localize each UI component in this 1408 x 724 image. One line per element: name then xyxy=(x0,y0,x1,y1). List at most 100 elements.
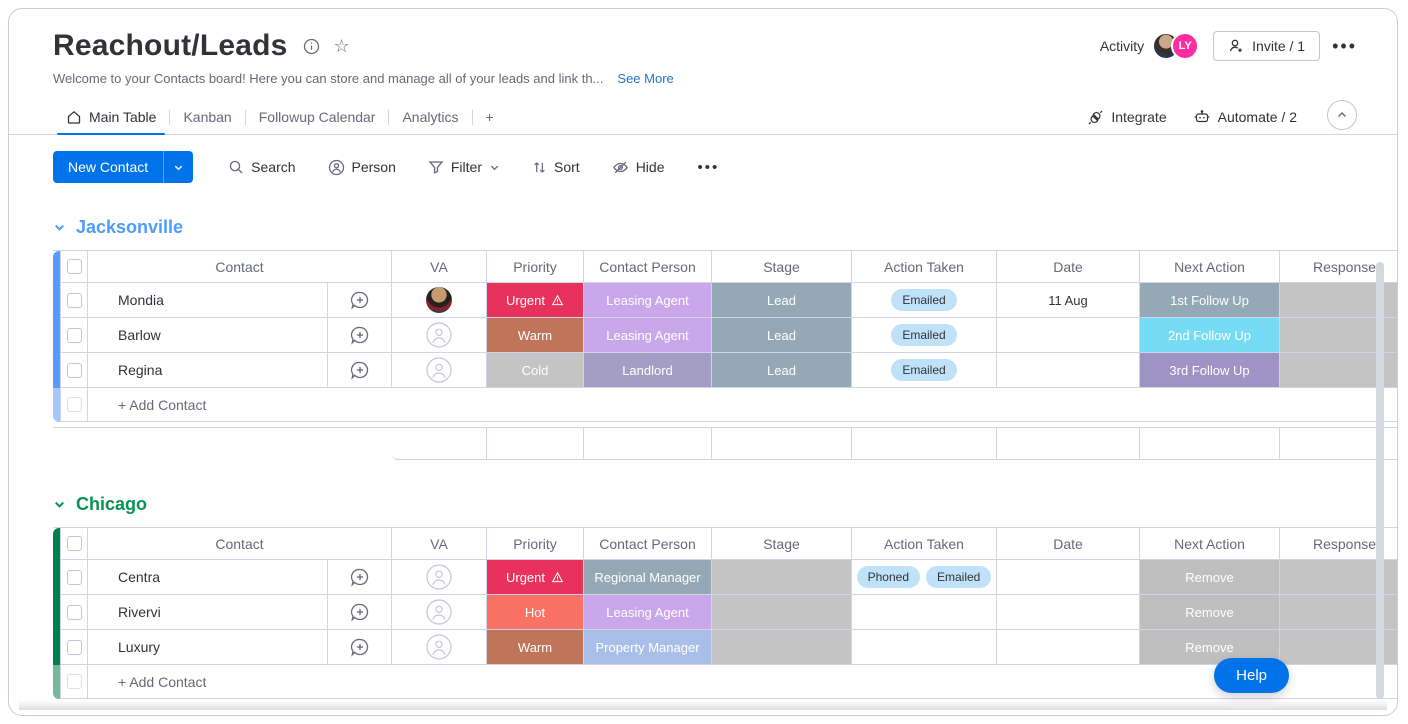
activity-avatars[interactable]: LY xyxy=(1152,32,1200,60)
va-cell[interactable] xyxy=(392,318,487,353)
row-checkbox-cell[interactable] xyxy=(60,283,88,318)
priority-cell[interactable]: Urgent xyxy=(487,560,584,595)
header-checkbox-cell[interactable] xyxy=(60,250,88,283)
info-icon[interactable] xyxy=(298,32,326,60)
date-cell[interactable] xyxy=(997,353,1140,388)
column-header-stage[interactable]: Stage xyxy=(712,527,852,560)
new-contact-button[interactable]: New Contact xyxy=(53,151,164,183)
va-cell[interactable] xyxy=(392,595,487,630)
select-all-checkbox[interactable] xyxy=(66,259,82,274)
next-action-cell[interactable]: 2nd Follow Up xyxy=(1140,318,1280,353)
column-header-contact-person[interactable]: Contact Person xyxy=(584,527,712,560)
next-action-cell[interactable]: 1st Follow Up xyxy=(1140,283,1280,318)
add-update-cell[interactable] xyxy=(328,630,392,665)
contact-person-cell[interactable]: Landlord xyxy=(584,353,712,388)
person-filter-button[interactable]: Person xyxy=(317,152,407,183)
tab-main-table[interactable]: Main Table xyxy=(53,100,169,135)
invite-button[interactable]: Invite / 1 xyxy=(1213,31,1321,61)
action-taken-cell[interactable]: Emailed xyxy=(852,353,997,388)
date-cell[interactable] xyxy=(997,595,1140,630)
column-header-date[interactable]: Date xyxy=(997,250,1140,283)
date-cell[interactable]: 11 Aug xyxy=(997,283,1140,318)
sort-button[interactable]: Sort xyxy=(521,152,591,182)
stage-cell[interactable]: Lead xyxy=(712,318,852,353)
add-update-cell[interactable] xyxy=(328,283,392,318)
priority-cell[interactable]: Warm xyxy=(487,318,584,353)
contact-name-cell[interactable]: Regina xyxy=(88,353,328,388)
avatar[interactable]: LY xyxy=(1171,32,1200,60)
action-taken-cell[interactable] xyxy=(852,630,997,665)
row-checkbox[interactable] xyxy=(66,604,82,620)
column-header-priority[interactable]: Priority xyxy=(487,527,584,560)
action-taken-cell[interactable]: Emailed xyxy=(852,318,997,353)
add-update-cell[interactable] xyxy=(328,318,392,353)
row-checkbox[interactable] xyxy=(66,569,82,585)
activity-label[interactable]: Activity xyxy=(1099,38,1145,54)
tab-kanban[interactable]: Kanban xyxy=(183,109,232,125)
row-checkbox-cell[interactable] xyxy=(60,630,88,665)
header-checkbox-cell[interactable] xyxy=(60,527,88,560)
add-view-button[interactable]: + xyxy=(485,109,494,125)
new-contact-dropdown[interactable] xyxy=(163,151,194,183)
hide-button[interactable]: Hide xyxy=(601,152,676,183)
stage-cell[interactable] xyxy=(712,595,852,630)
column-header-date[interactable]: Date xyxy=(997,527,1140,560)
column-header-priority[interactable]: Priority xyxy=(487,250,584,283)
collapse-header-button[interactable] xyxy=(1327,100,1357,130)
next-action-cell[interactable]: Remove xyxy=(1140,595,1280,630)
search-button[interactable]: Search xyxy=(217,152,306,182)
toolbar-more-icon[interactable]: ••• xyxy=(697,158,720,176)
integrate-button[interactable]: Integrate xyxy=(1087,109,1167,126)
tab-followup-calendar[interactable]: Followup Calendar xyxy=(258,109,376,125)
stage-cell[interactable]: Lead xyxy=(712,353,852,388)
stage-cell[interactable] xyxy=(712,560,852,595)
row-checkbox[interactable] xyxy=(66,362,82,378)
add-contact-button[interactable]: + Add Contact xyxy=(88,665,1397,699)
row-checkbox-cell[interactable] xyxy=(60,353,88,388)
date-cell[interactable] xyxy=(997,630,1140,665)
va-cell[interactable] xyxy=(392,630,487,665)
group-header[interactable]: Chicago xyxy=(53,494,1397,515)
contact-name-cell[interactable]: Rivervi xyxy=(88,595,328,630)
column-header-stage[interactable]: Stage xyxy=(712,250,852,283)
column-header-contact[interactable]: Contact xyxy=(88,250,392,283)
column-header-next-action[interactable]: Next Action xyxy=(1140,250,1280,283)
va-cell[interactable] xyxy=(392,353,487,388)
add-update-cell[interactable] xyxy=(328,353,392,388)
column-header-contact-person[interactable]: Contact Person xyxy=(584,250,712,283)
row-checkbox-cell[interactable] xyxy=(60,318,88,353)
row-checkbox[interactable] xyxy=(66,639,82,655)
row-checkbox-cell[interactable] xyxy=(60,560,88,595)
priority-cell[interactable]: Warm xyxy=(487,630,584,665)
board-menu-icon[interactable]: ••• xyxy=(1332,35,1357,56)
action-taken-cell[interactable]: Emailed xyxy=(852,283,997,318)
action-taken-cell[interactable]: Phoned Emailed xyxy=(852,560,997,595)
row-checkbox[interactable] xyxy=(66,292,82,308)
contact-person-cell[interactable]: Property Manager xyxy=(584,630,712,665)
contact-person-cell[interactable]: Leasing Agent xyxy=(584,595,712,630)
stage-cell[interactable]: Lead xyxy=(712,283,852,318)
column-header-va[interactable]: VA xyxy=(392,527,487,560)
group-header[interactable]: Jacksonville xyxy=(53,217,1397,238)
contact-person-cell[interactable]: Leasing Agent xyxy=(584,283,712,318)
va-cell[interactable] xyxy=(392,283,487,318)
priority-cell[interactable]: Hot xyxy=(487,595,584,630)
column-header-next-action[interactable]: Next Action xyxy=(1140,527,1280,560)
date-cell[interactable] xyxy=(997,560,1140,595)
contact-name-cell[interactable]: Barlow xyxy=(88,318,328,353)
contact-name-cell[interactable]: Mondia xyxy=(88,283,328,318)
row-checkbox[interactable] xyxy=(66,327,82,343)
contact-person-cell[interactable]: Regional Manager xyxy=(584,560,712,595)
contact-name-cell[interactable]: Luxury xyxy=(88,630,328,665)
filter-button[interactable]: Filter xyxy=(417,152,511,182)
page-title[interactable]: Reachout/Leads xyxy=(53,29,288,62)
add-update-cell[interactable] xyxy=(328,560,392,595)
row-checkbox-cell[interactable] xyxy=(60,595,88,630)
see-more-link[interactable]: See More xyxy=(617,71,674,86)
add-update-cell[interactable] xyxy=(328,595,392,630)
column-header-va[interactable]: VA xyxy=(392,250,487,283)
column-header-contact[interactable]: Contact xyxy=(88,527,392,560)
priority-cell[interactable]: Cold xyxy=(487,353,584,388)
next-action-cell[interactable]: 3rd Follow Up xyxy=(1140,353,1280,388)
priority-cell[interactable]: Urgent xyxy=(487,283,584,318)
